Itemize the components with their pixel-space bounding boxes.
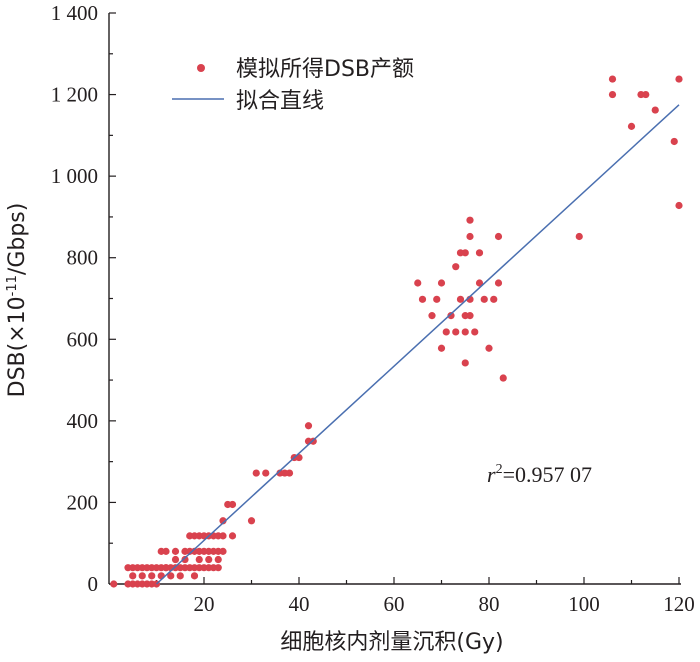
data-point bbox=[490, 295, 498, 303]
x-tick-label: 20 bbox=[194, 592, 215, 616]
legend: 模拟所得DSB产额 拟合直线 bbox=[172, 57, 414, 114]
data-point bbox=[437, 344, 446, 352]
data-point bbox=[461, 359, 469, 367]
data-point bbox=[675, 75, 683, 83]
data-point bbox=[219, 532, 227, 540]
legend-marker-points bbox=[197, 64, 205, 72]
data-point bbox=[608, 90, 617, 99]
fit-line-group bbox=[155, 104, 680, 585]
data-point bbox=[642, 90, 650, 99]
y-axis-title-unit: /Gbps) bbox=[5, 203, 30, 275]
data-point bbox=[433, 295, 441, 303]
data-point bbox=[452, 263, 460, 271]
r-superscript: 2 bbox=[496, 462, 503, 477]
data-point bbox=[214, 564, 222, 572]
data-point bbox=[452, 328, 460, 336]
y-tick-label: 400 bbox=[67, 409, 99, 433]
data-point bbox=[219, 547, 227, 555]
x-ticks: 20 40 60 80 100 120 bbox=[155, 577, 695, 616]
y-tick-label: 0 bbox=[88, 572, 99, 596]
data-point bbox=[485, 344, 493, 352]
x-tick-label: 120 bbox=[663, 592, 695, 616]
data-point bbox=[466, 216, 474, 224]
data-point bbox=[461, 328, 469, 336]
data-point bbox=[494, 279, 503, 287]
y-ticks: 0 200 400 600 800 1 000 1 200 1 400 bbox=[51, 1, 116, 596]
fit-line bbox=[155, 104, 680, 585]
data-point bbox=[428, 312, 436, 320]
data-point bbox=[575, 232, 583, 241]
data-point bbox=[190, 572, 199, 580]
data-point bbox=[247, 517, 256, 525]
data-point bbox=[466, 232, 474, 241]
data-point bbox=[414, 279, 422, 287]
data-point bbox=[456, 295, 465, 303]
y-tick-label: 1 200 bbox=[51, 83, 98, 107]
data-point bbox=[437, 279, 446, 287]
data-point bbox=[129, 572, 137, 580]
data-point bbox=[285, 469, 294, 477]
data-point bbox=[148, 572, 156, 580]
data-point bbox=[195, 555, 203, 564]
data-point bbox=[475, 279, 484, 287]
data-point bbox=[228, 532, 237, 540]
y-axis-title-main: DSB(×10 bbox=[5, 296, 30, 397]
data-point bbox=[304, 422, 313, 430]
legend-label-points: 模拟所得DSB产额 bbox=[236, 57, 414, 82]
y-tick-label: 1 000 bbox=[51, 164, 98, 188]
data-point bbox=[228, 500, 237, 509]
data-point bbox=[162, 547, 170, 555]
data-point bbox=[262, 469, 270, 477]
data-point bbox=[471, 328, 479, 336]
data-point bbox=[480, 295, 488, 303]
data-point bbox=[205, 555, 213, 564]
x-tick-label: 100 bbox=[568, 592, 600, 616]
x-tick-label: 40 bbox=[289, 592, 310, 616]
data-point bbox=[171, 555, 180, 564]
data-point bbox=[447, 312, 455, 320]
data-point bbox=[670, 137, 678, 146]
data-point bbox=[219, 517, 227, 525]
data-point bbox=[418, 295, 427, 303]
data-point bbox=[608, 75, 617, 83]
data-point bbox=[138, 572, 146, 580]
data-point bbox=[176, 572, 184, 580]
y-axis-title: DSB(×10-11/Gbps) bbox=[5, 203, 30, 398]
data-point bbox=[110, 580, 118, 588]
x-axis-title: 细胞核内剂量沉积(Gy) bbox=[280, 630, 503, 655]
data-point bbox=[466, 312, 474, 320]
data-point bbox=[651, 106, 659, 114]
data-point bbox=[171, 547, 180, 555]
data-point bbox=[627, 122, 636, 130]
data-point bbox=[252, 469, 260, 477]
r-squared-value: =0.957 07 bbox=[503, 462, 592, 487]
legend-label-line: 拟合直线 bbox=[236, 89, 324, 114]
x-tick-label: 80 bbox=[479, 592, 500, 616]
data-point bbox=[162, 564, 170, 572]
data-point bbox=[475, 249, 484, 257]
data-point bbox=[494, 232, 503, 241]
y-tick-label: 800 bbox=[67, 246, 99, 270]
y-tick-label: 600 bbox=[67, 327, 99, 351]
data-point bbox=[456, 249, 465, 257]
x-tick-label: 60 bbox=[384, 592, 405, 616]
data-point bbox=[214, 555, 222, 564]
data-point bbox=[675, 201, 683, 210]
data-point bbox=[442, 328, 450, 336]
y-tick-label: 1 400 bbox=[51, 1, 98, 25]
y-axis-title-exponent: -11 bbox=[5, 275, 20, 296]
y-tick-label: 200 bbox=[67, 490, 99, 514]
data-point bbox=[167, 572, 175, 580]
data-point bbox=[499, 374, 507, 382]
data-points bbox=[110, 75, 683, 588]
data-point bbox=[181, 555, 189, 564]
r-squared-annotation: r2=0.957 07 bbox=[487, 462, 592, 487]
r-symbol: r bbox=[487, 462, 496, 487]
data-point bbox=[157, 572, 165, 580]
